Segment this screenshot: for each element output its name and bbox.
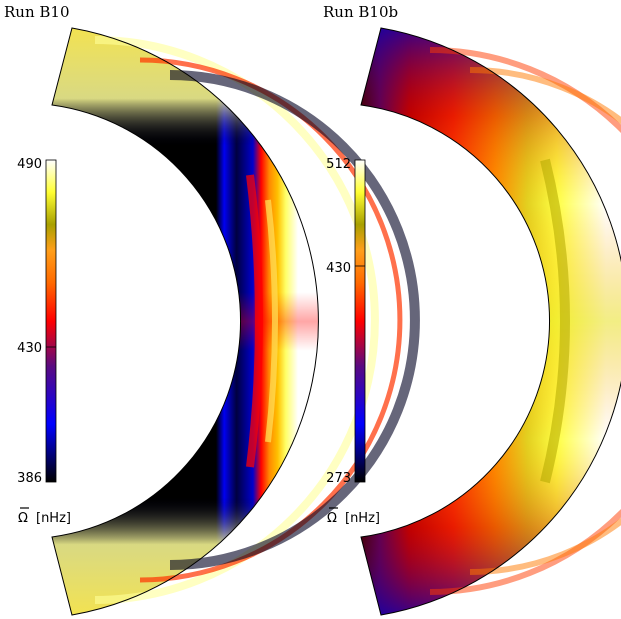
panel-2-title: Run B10b xyxy=(323,3,398,21)
panel-1-colorbar-mid: 430 xyxy=(17,341,42,356)
panel-run-b10: Run B10 490 430 386 Ω [nHz] xyxy=(4,3,420,616)
panel-1-unit-text: [nHz] xyxy=(36,511,71,526)
panel-run-b10b: Run B10b 512 430 273 Ω [nHz] xyxy=(323,3,621,616)
panel-2-colorbar-max: 512 xyxy=(326,157,351,172)
panel-2-unit-symbol: Ω xyxy=(327,511,337,526)
panel-2-unit-label: Ω [nHz] xyxy=(327,507,380,526)
panel-2-unit-text: [nHz] xyxy=(345,511,380,526)
panel-1-wedge xyxy=(51,27,420,616)
panel-1-colorbar-min: 386 xyxy=(17,471,42,486)
panel-1-title: Run B10 xyxy=(4,3,70,21)
panel-2-wedge xyxy=(360,27,621,616)
panel-1-colorbar: 490 430 386 xyxy=(17,157,57,486)
panel-2-colorbar: 512 430 273 xyxy=(326,157,366,486)
panel-1-unit-symbol: Ω xyxy=(18,511,28,526)
panel-2-colorbar-min: 273 xyxy=(326,471,351,486)
panel-1-unit-label: Ω [nHz] xyxy=(18,507,71,526)
panel-2-colorbar-mid: 430 xyxy=(326,261,351,276)
panel-1-colorbar-max: 490 xyxy=(17,157,42,172)
